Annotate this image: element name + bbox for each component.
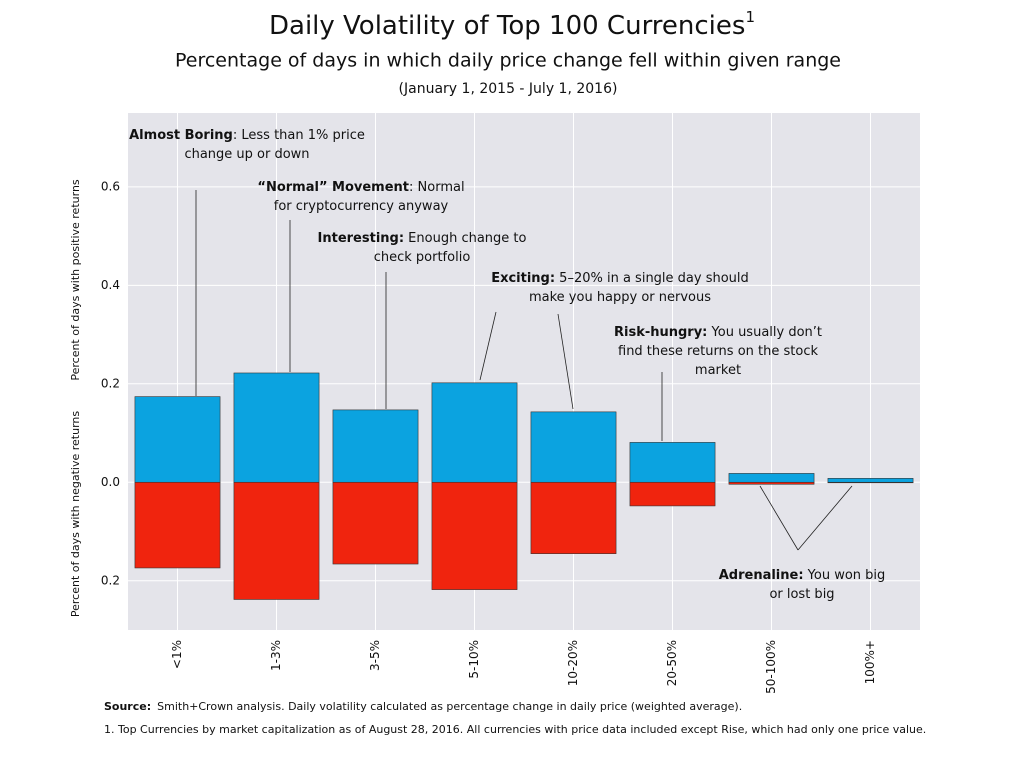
- annotation-line: check portfolio: [374, 250, 471, 265]
- annotation-line: for cryptocurrency anyway: [274, 199, 449, 214]
- annotation: Almost Boring: Less than 1% price change …: [129, 128, 365, 162]
- bar: [728, 481, 815, 485]
- bar: [431, 481, 518, 590]
- annotation-line: : Less than 1% price: [233, 128, 365, 143]
- bar: [629, 442, 716, 483]
- bar: [233, 372, 320, 483]
- annotation-bold: Risk-hungry:: [614, 325, 707, 340]
- bar: [134, 396, 221, 483]
- annotation-bold: “Normal” Movement: [257, 180, 409, 195]
- x-tick-label: 20-50%: [665, 640, 679, 686]
- annotation: Exciting: 5–20% in a single day should ma…: [491, 271, 749, 305]
- title-text: Daily Volatility of Top 100 Currencies: [269, 11, 745, 41]
- annotation-line: find these returns on the stock: [618, 344, 818, 359]
- footnote: 1. Top Currencies by market capitalizati…: [104, 723, 926, 736]
- subtitle: Percentage of days in which daily price …: [175, 50, 841, 72]
- annotation-line: 5–20% in a single day should: [555, 271, 749, 286]
- bar: [134, 481, 221, 569]
- y-label-negative: Percent of days with negative returns: [69, 411, 82, 618]
- source-label: Source:: [104, 700, 151, 713]
- annotation-line: change up or down: [184, 147, 309, 162]
- annotation: Interesting: Enough change to check portf…: [318, 231, 527, 265]
- bar: [530, 481, 617, 554]
- leader-line: [759, 485, 799, 551]
- x-tick-label: 10-20%: [566, 640, 580, 686]
- annotation-bold: Adrenaline:: [719, 568, 804, 583]
- leader-line: [479, 311, 497, 381]
- y-tick-label: 0.0: [101, 475, 120, 489]
- annotation: “Normal” Movement: Normal for cryptocurre…: [257, 180, 464, 214]
- leader-line: [557, 313, 574, 410]
- annotation-line: You usually don’t: [707, 325, 822, 340]
- annotation-bold: Exciting:: [491, 271, 555, 286]
- y-tick-label: 0.6: [101, 179, 120, 193]
- bar: [728, 473, 815, 483]
- y-tick-label: 0.2: [101, 376, 120, 390]
- x-tick-label: 1-3%: [269, 640, 283, 671]
- bar: [332, 481, 419, 565]
- title-note: 1: [745, 8, 755, 26]
- annotation-line: : Normal: [409, 180, 465, 195]
- annotation-line: You won big: [804, 568, 886, 583]
- annotation-line: market: [695, 363, 741, 378]
- annotation-bold: Almost Boring: [129, 128, 233, 143]
- annotation-line: or lost big: [769, 587, 834, 602]
- x-tick-label: 50-100%: [764, 640, 778, 694]
- chart-title: Daily Volatility of Top 100 Currencies1: [269, 8, 755, 41]
- x-tick-label: 3-5%: [368, 640, 382, 671]
- annotation-bold: Interesting:: [318, 231, 405, 246]
- y-tick-label: 0.4: [101, 278, 120, 292]
- bar: [530, 411, 617, 483]
- bar: [431, 382, 518, 483]
- leader-line: [797, 485, 853, 551]
- y-label-positive: Percent of days with positive returns: [69, 179, 82, 381]
- bar: [332, 409, 419, 483]
- annotation-line: make you happy or nervous: [529, 290, 711, 305]
- source: Source: Smith+Crown analysis. Daily volat…: [104, 700, 742, 713]
- bar: [233, 481, 320, 600]
- x-tick-label: 5-10%: [467, 640, 481, 679]
- annotation: Risk-hungry: You usually don’t find these…: [614, 325, 822, 378]
- source-text: Smith+Crown analysis. Daily volatility c…: [157, 700, 742, 713]
- y-tick-label: 0.2: [101, 573, 120, 587]
- annotation: Adrenaline: You won big or lost big: [719, 568, 886, 602]
- bar: [629, 481, 716, 507]
- x-tick-label: <1%: [170, 640, 184, 669]
- bar: [827, 478, 914, 483]
- x-tick-label: 100%+: [863, 640, 877, 684]
- annotation-line: Enough change to: [404, 231, 526, 246]
- date-range: (January 1, 2015 - July 1, 2016): [399, 81, 618, 97]
